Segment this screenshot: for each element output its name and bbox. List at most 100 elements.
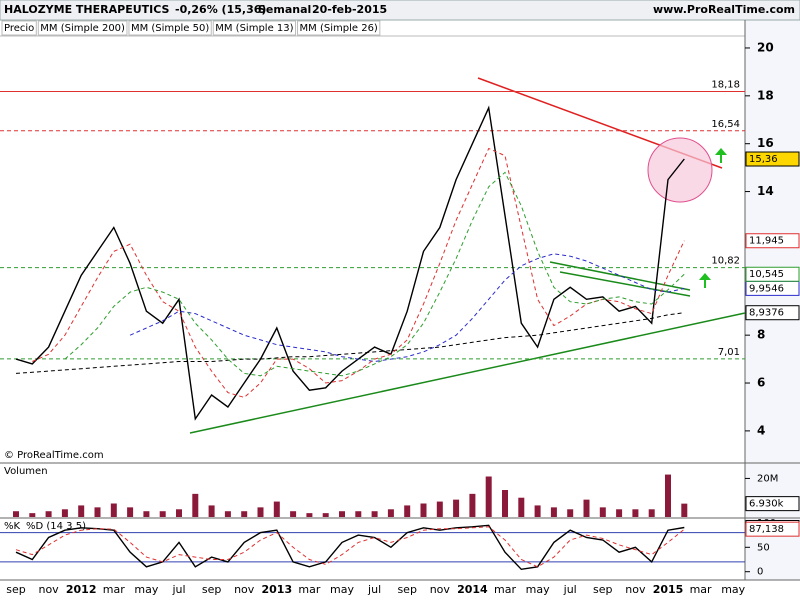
y-tick-label: 20 [757, 40, 774, 54]
volume-bar [599, 507, 606, 517]
volume-bar [208, 505, 215, 517]
value-label-box [745, 233, 800, 249]
y-tick-label: 20M [757, 473, 778, 484]
volume-bar [681, 503, 688, 517]
value-label-box [745, 305, 800, 321]
volume-bar [518, 497, 525, 517]
volume-bar [176, 509, 182, 517]
series-line [15, 105, 685, 421]
x-tick-label: 2015 [653, 583, 684, 596]
volume-bar [192, 493, 199, 517]
volume-bar [485, 476, 492, 517]
support-trendline [189, 312, 746, 434]
x-tick-label: 2013 [261, 583, 292, 596]
x-tick-label: nov [38, 583, 59, 596]
legend-box [212, 20, 297, 36]
value-label-box [745, 521, 800, 537]
volume-bar [241, 511, 248, 517]
value-label-box [745, 266, 800, 282]
header-date: 20-feb-2015 [312, 3, 387, 16]
legend-entry: %D (14 3 5) [26, 521, 86, 532]
value-label: 6.930k [749, 499, 784, 510]
series-line [64, 171, 685, 377]
volume-bar [94, 507, 101, 517]
y-tick-label: 8 [757, 328, 765, 342]
volume-bar [143, 511, 150, 517]
x-tick-label: sep [202, 583, 221, 596]
volume-bar [257, 507, 264, 517]
legend-entry: %K [4, 521, 21, 532]
x-tick-label: jul [563, 583, 577, 596]
header-title: HALOZYME THERAPEUTICS [4, 3, 170, 16]
header-change: -0,26% (15,36) [175, 3, 266, 16]
volume-bar [127, 507, 134, 517]
header-site[interactable]: www.ProRealTime.com [653, 3, 795, 16]
volume-bar [355, 511, 362, 517]
x-tick-label: may [526, 583, 550, 596]
legend-entry: MM (Simple 50) [131, 23, 209, 34]
volume-bar [420, 503, 427, 517]
series-line [32, 147, 685, 398]
x-tick-label: nov [625, 583, 646, 596]
up-arrow [699, 273, 711, 288]
series-line [129, 253, 685, 363]
legend-box [297, 20, 381, 36]
x-tick-label: mar [298, 583, 320, 596]
volume-bar [78, 505, 85, 517]
value-label: 11,945 [749, 236, 784, 247]
y-tick-label: 14 [757, 184, 774, 198]
y-tick-label: 18 [757, 88, 774, 102]
level-label: 7,01 [718, 347, 740, 358]
volume-bar [339, 511, 345, 517]
series-line [15, 524, 685, 571]
volume-bar [453, 499, 460, 517]
volume-bar [567, 509, 574, 517]
volume-bar [110, 503, 117, 517]
x-tick-label: may [330, 583, 354, 596]
volume-bar [273, 501, 280, 517]
x-tick-label: nov [234, 583, 255, 596]
x-tick-label: sep [593, 583, 612, 596]
volume-bar [665, 474, 671, 517]
legend-entry: MM (Simple 26) [300, 23, 378, 34]
x-tick-label: mar [103, 583, 125, 596]
x-tick-label: 2014 [457, 583, 488, 596]
y-tick-label: 0 [757, 567, 763, 578]
volume-bar [632, 509, 639, 517]
volume-bar [306, 513, 313, 517]
channel-line [549, 261, 691, 291]
y-tick-label: 6 [757, 376, 765, 390]
value-label-box [745, 151, 800, 167]
volume-bar [159, 511, 166, 517]
volume-bar [45, 511, 52, 517]
value-label: 15,36 [749, 154, 778, 165]
x-tick-label: 2012 [66, 583, 97, 596]
volume-bar [404, 505, 411, 517]
y-tick-label: 50 [757, 542, 770, 553]
volume-bar [290, 511, 297, 517]
header-period: Semanal [258, 3, 311, 16]
legend-box [128, 20, 212, 36]
legend-entry: Precio [4, 23, 34, 34]
volume-bar [322, 513, 329, 517]
legend-entry: MM (Simple 200) [40, 23, 125, 34]
series-line [15, 526, 685, 568]
volume-bar [29, 513, 36, 517]
level-label: 10,82 [711, 256, 740, 267]
value-label: 8,9376 [749, 308, 784, 319]
volume-bar [387, 509, 394, 517]
volume-bar [534, 505, 541, 517]
right-axis-area [745, 20, 800, 580]
x-tick-label: nov [430, 583, 451, 596]
x-tick-label: may [721, 583, 745, 596]
header-bar [0, 0, 800, 21]
volume-bar [648, 509, 655, 517]
level-label: 16,54 [711, 119, 740, 130]
volume-bar [502, 490, 508, 517]
copyright: © ProRealTime.com [4, 450, 104, 461]
up-arrow [715, 148, 727, 163]
volume-bar [436, 501, 443, 517]
volume-bar [371, 511, 378, 517]
x-tick-label: mar [690, 583, 712, 596]
